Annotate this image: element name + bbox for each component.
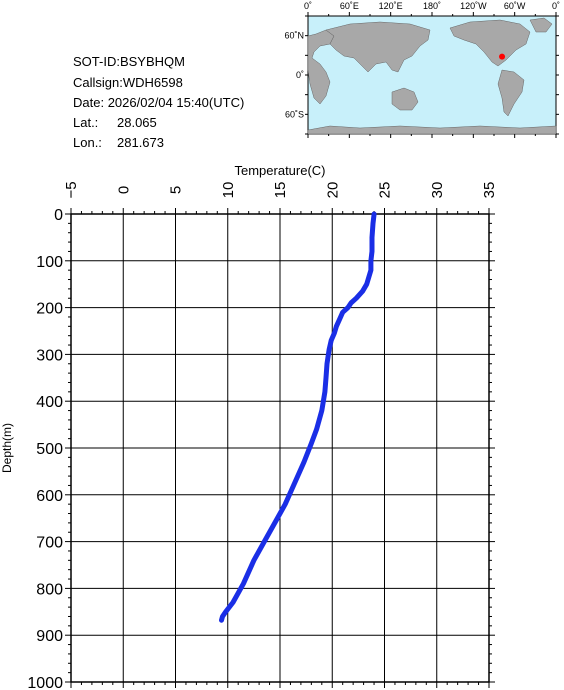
grid-lines bbox=[70, 213, 490, 683]
y-tick-label: 200 bbox=[36, 301, 63, 318]
land-greenland bbox=[529, 17, 553, 33]
x-tick-label: 35 bbox=[481, 182, 498, 199]
sot-id-text: SOT-ID:BSYBHQM bbox=[73, 54, 185, 69]
y-tick-label: 700 bbox=[36, 535, 63, 552]
land-north-america bbox=[449, 19, 531, 67]
y-tick-labels: 0 100 200 300 400 500 600 700 800 900 1000 bbox=[27, 207, 63, 690]
y-tick-label: 600 bbox=[36, 488, 63, 505]
y-tick-label: 300 bbox=[36, 347, 63, 364]
land-south-america bbox=[497, 69, 525, 117]
temperature-profile-line bbox=[219, 211, 377, 623]
map-lat-label: 0˚ bbox=[296, 70, 304, 80]
land-asia bbox=[325, 21, 431, 73]
map-lon-label: 60˚E bbox=[340, 1, 359, 11]
lon-value: 281.673 bbox=[117, 135, 164, 150]
x-tick-label: 10 bbox=[220, 182, 237, 199]
map-lon-label: 120˚W bbox=[460, 1, 487, 11]
x-tick-labels: −5 0 5 10 15 20 25 30 35 bbox=[63, 181, 498, 198]
map-land bbox=[307, 17, 557, 135]
x-tick-label: 15 bbox=[272, 182, 289, 199]
y-tick-label: 500 bbox=[36, 441, 63, 458]
map-lon-label: 60˚W bbox=[504, 1, 526, 11]
map-ticks bbox=[305, 12, 559, 138]
x-tick-label: 5 bbox=[168, 186, 185, 194]
x-tick-label: 25 bbox=[377, 182, 394, 199]
date-value: 2026/02/04 15:40(UTC) bbox=[107, 95, 245, 110]
lat-row: Lat.: 28.065 bbox=[73, 115, 157, 131]
lat-label: Lat.: bbox=[73, 115, 99, 130]
map-lon-label: 0˚ bbox=[552, 1, 560, 11]
map-longitude-labels: 0˚ 60˚E 120˚E 180˚ 120˚W 60˚W 0˚ bbox=[304, 1, 560, 11]
x-tick-label: −5 bbox=[63, 181, 80, 198]
y-tick-label: 100 bbox=[36, 254, 63, 271]
map-lon-label: 180˚ bbox=[423, 1, 441, 11]
map-lon-label: 0˚ bbox=[304, 1, 312, 11]
map-latitude-labels: 60˚N 0˚ 60˚S bbox=[284, 31, 304, 120]
y-tick-label: 0 bbox=[54, 207, 63, 224]
y-axis-title: Depth(m) bbox=[0, 423, 14, 473]
map-lon-label: 120˚E bbox=[379, 1, 403, 11]
date-label: Date: bbox=[73, 95, 105, 110]
lon-label: Lon.: bbox=[73, 135, 102, 150]
location-map: 0˚ 60˚E 120˚E 180˚ 120˚W 60˚W 0˚ 60˚N 0˚ 60˚S bbox=[284, 1, 560, 138]
y-tick-label: 1000 bbox=[27, 675, 63, 690]
location-marker bbox=[499, 53, 506, 60]
x-axis-title: Temperature(C) bbox=[234, 163, 325, 178]
y-tick-label: 900 bbox=[36, 628, 63, 645]
lon-row: Lon.: 281.673 bbox=[73, 135, 164, 151]
callsign-text: Callsign:WDH6598 bbox=[73, 75, 183, 90]
date-row: Date: 2026/02/04 15:40(UTC) bbox=[73, 95, 244, 111]
minor-ticks bbox=[65, 208, 495, 688]
y-tick-label: 400 bbox=[36, 394, 63, 411]
y-tick-label: 800 bbox=[36, 581, 63, 598]
map-lat-label: 60˚N bbox=[284, 31, 304, 41]
x-tick-label: 0 bbox=[115, 186, 132, 194]
x-tick-label: 30 bbox=[429, 182, 446, 199]
map-lat-label: 60˚S bbox=[285, 109, 304, 119]
land-australia bbox=[391, 87, 419, 111]
lat-value: 28.065 bbox=[117, 115, 157, 130]
x-tick-label: 20 bbox=[324, 182, 341, 199]
